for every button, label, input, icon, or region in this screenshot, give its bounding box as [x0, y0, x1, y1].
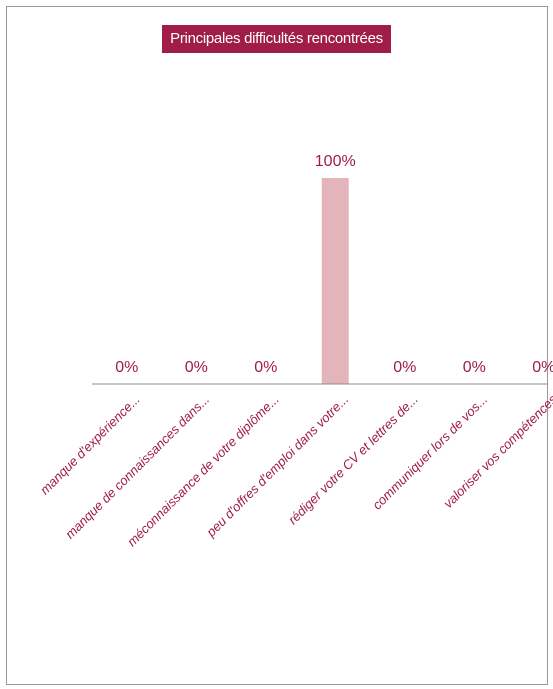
bar-4: [321, 178, 349, 384]
chart-title-wrap: Principales difficultés rencontrées: [0, 25, 553, 53]
bars-group: [321, 178, 349, 384]
category-label-5: rédiger votre CV et lettres de...: [285, 392, 421, 528]
category-labels-group: manque d'expérience...manque de connaiss…: [37, 391, 553, 549]
category-label-4: peu d'offres d'emploi dans votre...: [203, 392, 352, 541]
category-label-7: valoriser vos compétences: [440, 391, 553, 511]
value-label-6: 0%: [463, 359, 486, 376]
chart-title: Principales difficultés rencontrées: [162, 25, 391, 53]
value-label-4: 100%: [315, 153, 356, 170]
value-label-5: 0%: [393, 359, 416, 376]
value-label-3: 0%: [254, 359, 277, 376]
value-label-1: 0%: [115, 359, 138, 376]
value-labels-group: 0% 0% 0% 100% 0% 0% 0%: [115, 153, 553, 376]
value-label-2: 0%: [185, 359, 208, 376]
category-label-3: méconnaissance de votre diplôme...: [124, 392, 282, 550]
value-label-7: 0%: [532, 359, 553, 376]
category-label-2: manque de connaissances dans...: [62, 392, 212, 542]
category-label-6: communiquer lors de vos...: [369, 392, 490, 513]
chart-frame: [6, 6, 548, 685]
